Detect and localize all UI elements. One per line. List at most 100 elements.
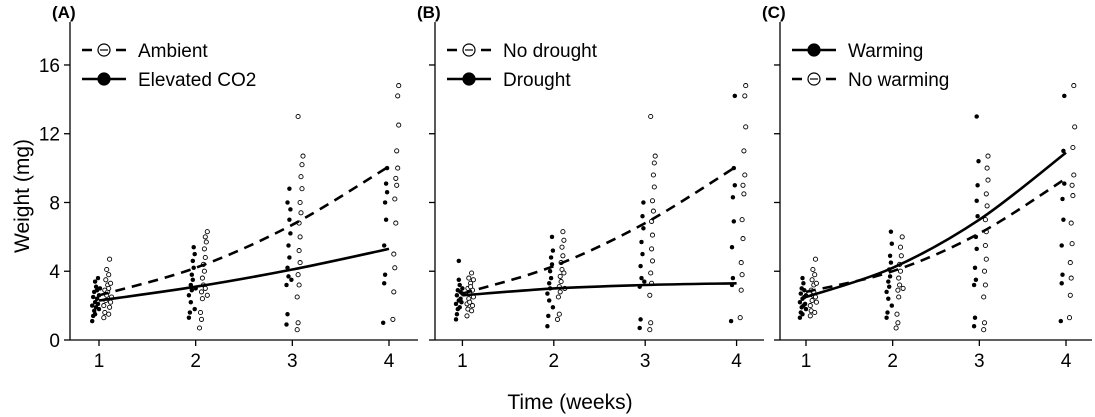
open-point xyxy=(981,294,987,300)
y-tick-label: 12 xyxy=(39,125,60,146)
open-point xyxy=(648,270,654,276)
open-point xyxy=(203,239,209,245)
filled-point xyxy=(453,301,459,307)
filled-point xyxy=(548,275,554,281)
filled-point xyxy=(802,301,808,307)
open-point xyxy=(650,172,656,178)
filled-point xyxy=(732,93,738,99)
open-point xyxy=(199,296,205,302)
filled-point xyxy=(732,183,738,188)
open-point xyxy=(741,191,747,197)
open-point xyxy=(394,148,400,154)
filled-point xyxy=(640,251,645,257)
open-point xyxy=(981,268,988,274)
filled-point xyxy=(887,274,893,279)
open-point xyxy=(1067,292,1073,298)
open-point xyxy=(196,325,203,331)
open-point xyxy=(651,160,657,166)
open-point xyxy=(299,186,305,192)
filled-point xyxy=(971,282,977,288)
y-tick-label: 8 xyxy=(49,193,60,214)
filled-point xyxy=(639,275,644,281)
open-point xyxy=(297,260,303,266)
open-point xyxy=(556,311,562,317)
open-point xyxy=(985,177,991,183)
legend-label: Warming xyxy=(848,41,923,62)
x-tick-label: 3 xyxy=(287,351,298,372)
open-point xyxy=(649,198,656,204)
open-point xyxy=(469,270,475,276)
filled-point xyxy=(971,323,977,329)
open-point xyxy=(201,246,207,252)
filled-point xyxy=(381,281,387,286)
open-point xyxy=(648,113,654,120)
filled-point xyxy=(1062,93,1067,99)
open-point xyxy=(981,327,987,333)
filled-point xyxy=(888,260,894,265)
filled-point xyxy=(974,114,979,119)
open-point xyxy=(198,316,205,322)
open-point xyxy=(893,325,899,331)
filled-point xyxy=(454,293,460,298)
x-tick-label: 4 xyxy=(384,351,395,372)
open-point xyxy=(469,303,476,309)
open-point xyxy=(396,122,402,128)
filled-point xyxy=(637,325,642,331)
filled-point xyxy=(889,303,895,308)
filled-point xyxy=(1061,148,1066,154)
open-point xyxy=(390,316,396,322)
open-point xyxy=(650,208,656,214)
filled-point xyxy=(188,299,194,305)
filled-point xyxy=(459,299,464,305)
filled-point xyxy=(96,306,102,312)
filled-point xyxy=(972,315,978,320)
filled-point xyxy=(797,299,803,305)
open-point xyxy=(561,237,567,243)
filled-point xyxy=(284,322,289,327)
open-point xyxy=(743,83,749,89)
filled-point xyxy=(289,277,294,283)
open-point xyxy=(202,234,208,240)
filled-point xyxy=(973,277,979,283)
open-point xyxy=(985,153,991,159)
open-point xyxy=(812,309,818,316)
filled-point xyxy=(288,231,293,236)
filled-point xyxy=(454,311,460,317)
filled-point xyxy=(546,313,551,319)
open-point xyxy=(392,196,398,202)
filled-point xyxy=(92,279,98,284)
filled-point xyxy=(380,320,386,326)
filled-point xyxy=(453,317,459,322)
filled-point xyxy=(286,274,291,279)
filled-point xyxy=(1059,243,1064,248)
open-point xyxy=(204,229,210,235)
open-point xyxy=(296,248,302,254)
open-point xyxy=(1069,241,1075,247)
filled-point xyxy=(640,213,645,219)
filled-point xyxy=(97,286,103,291)
filled-point xyxy=(974,198,979,204)
open-point xyxy=(554,316,561,322)
legend-label: Drought xyxy=(503,70,571,91)
filled-point xyxy=(884,289,889,295)
open-point xyxy=(104,266,110,273)
filled-point xyxy=(641,226,646,231)
open-point xyxy=(984,203,990,209)
fit-line-dashed xyxy=(98,165,390,297)
open-point xyxy=(742,172,748,178)
filled-point xyxy=(800,275,805,281)
filled-point xyxy=(731,219,737,224)
filled-point xyxy=(190,277,196,283)
filled-point xyxy=(192,306,197,312)
filled-point xyxy=(192,251,197,257)
open-point xyxy=(741,148,747,154)
x-tick-label: 1 xyxy=(94,351,105,372)
filled-point xyxy=(90,294,96,300)
open-point xyxy=(298,174,304,180)
x-tick-label: 2 xyxy=(887,351,898,372)
open-point xyxy=(899,234,905,240)
open-point xyxy=(900,285,906,291)
open-point xyxy=(983,191,989,197)
open-point xyxy=(982,217,988,223)
